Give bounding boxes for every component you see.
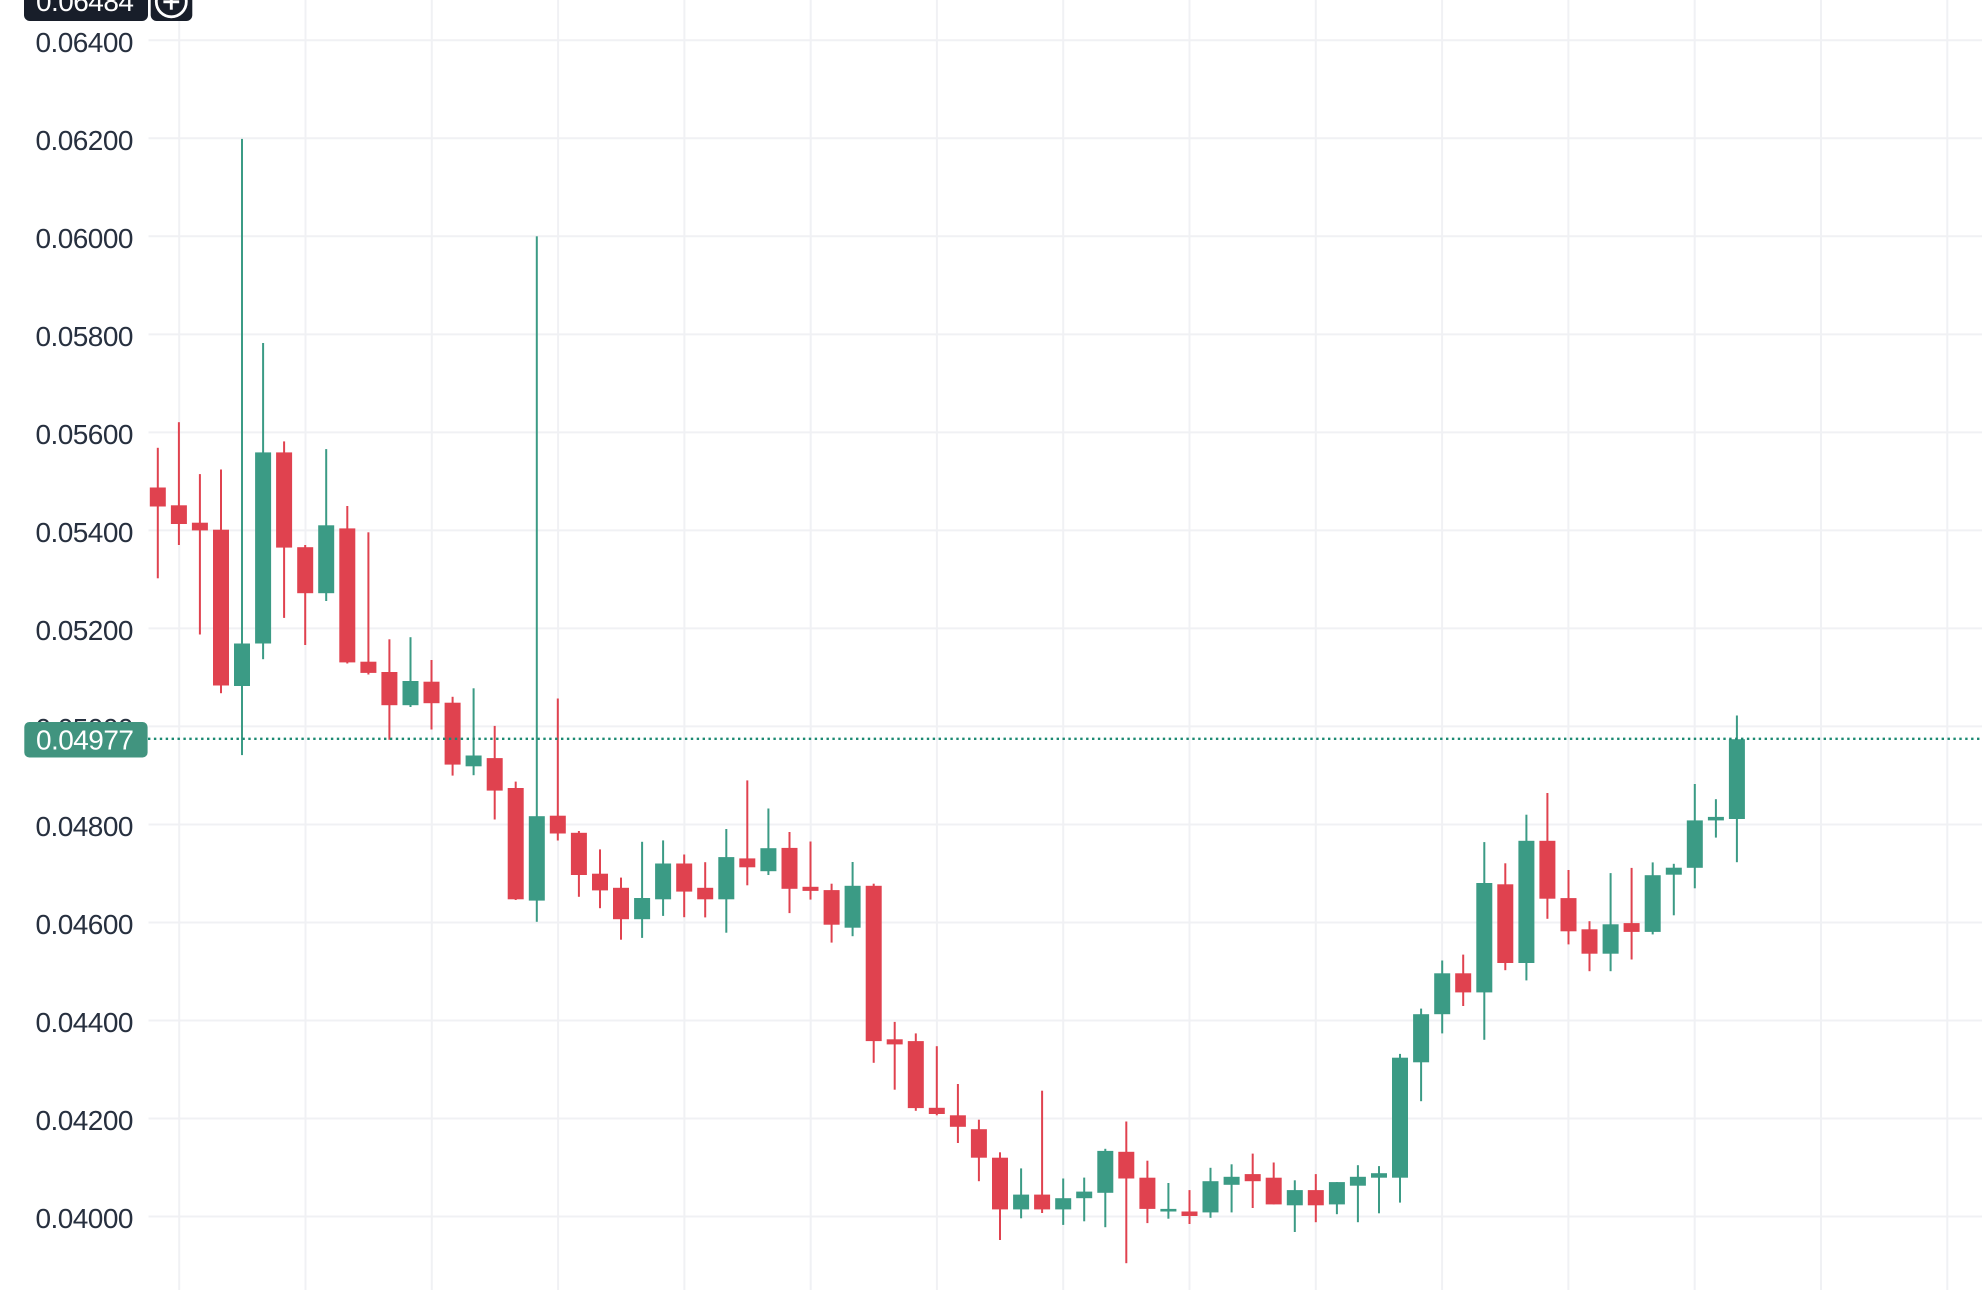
svg-text:0.04000: 0.04000 bbox=[36, 1203, 133, 1234]
svg-text:0.04200: 0.04200 bbox=[36, 1105, 133, 1136]
svg-text:0.05200: 0.05200 bbox=[36, 615, 133, 646]
svg-text:0.04600: 0.04600 bbox=[36, 909, 133, 940]
svg-text:0.05600: 0.05600 bbox=[36, 419, 133, 450]
svg-text:0.05400: 0.05400 bbox=[36, 517, 133, 548]
svg-text:0.04400: 0.04400 bbox=[36, 1007, 133, 1038]
svg-text:0.06400: 0.06400 bbox=[36, 27, 133, 58]
svg-text:0.04800: 0.04800 bbox=[36, 811, 133, 842]
svg-text:0.06000: 0.06000 bbox=[36, 223, 133, 254]
svg-text:0.06484: 0.06484 bbox=[36, 0, 133, 17]
svg-text:0.05800: 0.05800 bbox=[36, 321, 133, 352]
svg-text:0.04977: 0.04977 bbox=[36, 725, 133, 756]
svg-text:0.06200: 0.06200 bbox=[36, 125, 133, 156]
